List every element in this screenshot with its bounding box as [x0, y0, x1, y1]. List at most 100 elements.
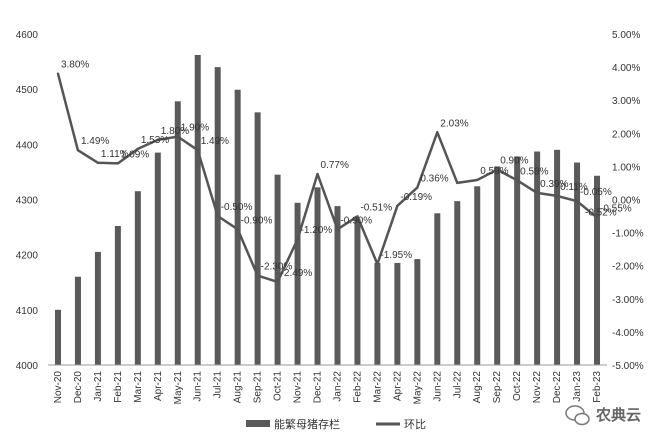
x-tick-label: Mar-22 [372, 371, 383, 403]
right-tick-label: 2.00% [612, 129, 640, 140]
x-tick-label: Jun-22 [432, 371, 443, 402]
bar [54, 309, 61, 365]
x-tick-label: Apr-21 [153, 371, 164, 401]
line-path [56, 73, 598, 284]
legend-label-bar: 能繁母猪存栏 [274, 417, 340, 431]
x-tick-label: Jan-21 [93, 371, 104, 402]
left-tick-label: 4100 [16, 306, 39, 317]
x-tick-label: Aug-22 [472, 371, 483, 404]
bar [134, 191, 141, 365]
x-tick-label: Nov-22 [532, 371, 543, 404]
x-tick-label: Aug-21 [233, 371, 244, 404]
line-point [96, 161, 100, 164]
bar [174, 101, 181, 365]
data-label: -0.90% [241, 215, 273, 226]
x-tick-label: Mar-21 [133, 371, 144, 403]
x-axis: Nov-20 Dec-20 Jan-21 Feb-21 Mar-21 Apr-21 May-… [48, 364, 607, 405]
wechat-icon [565, 405, 590, 426]
x-tick-label: Jan-23 [572, 371, 583, 402]
line-point [176, 135, 179, 138]
x-tick-label: Oct-22 [512, 371, 523, 401]
data-label: -0.90% [340, 215, 372, 226]
x-tick-label: Jan-22 [332, 371, 343, 402]
left-tick-label: 4200 [16, 251, 39, 262]
line-point [56, 72, 60, 75]
x-tick-label: Apr-22 [392, 371, 403, 401]
bar [454, 201, 461, 365]
bar [294, 202, 301, 365]
bar [254, 112, 261, 365]
line-point [535, 191, 539, 195]
line-point [136, 147, 140, 151]
line-point [236, 228, 239, 231]
legend: 能繁母猪存栏 环比 [246, 417, 426, 431]
line-point [296, 238, 299, 241]
bar [194, 54, 201, 366]
line-series [56, 72, 599, 284]
bar [154, 152, 161, 365]
right-tick-label: -3.00% [612, 295, 644, 306]
line-point [575, 199, 579, 203]
line-point [276, 280, 279, 284]
bar [574, 162, 581, 365]
right-tick-label: -4.00% [612, 328, 644, 339]
line-point [495, 168, 499, 171]
x-tick-label: Sep-22 [492, 371, 503, 404]
x-tick-label: Nov-21 [293, 371, 304, 404]
data-label: 0.58% [520, 166, 548, 177]
left-tick-label: 4400 [16, 140, 39, 151]
line-point [515, 179, 519, 182]
data-label: -1.95% [380, 250, 412, 261]
data-label: 1.49% [81, 136, 109, 147]
bar [234, 89, 241, 366]
data-label: 0.11% [560, 182, 588, 193]
data-label: -2.30% [261, 262, 293, 273]
line-point [376, 262, 379, 266]
line-point [316, 172, 319, 176]
x-tick-label: Feb-21 [113, 371, 124, 403]
bar [414, 259, 421, 365]
x-tick-label: Feb-22 [352, 371, 363, 403]
x-tick-label: Nov-20 [53, 371, 64, 404]
x-tick-label: Oct-21 [273, 371, 284, 401]
x-tick-label: May-22 [412, 371, 423, 405]
bar [494, 166, 501, 365]
data-label: -2.49% [281, 268, 313, 279]
line-point [595, 216, 599, 219]
left-axis: 4000 4100 4200 4300 4400 4500 4600 [16, 30, 39, 372]
data-label: 1.90% [181, 123, 209, 134]
bar [474, 186, 481, 365]
left-tick-label: 4500 [16, 85, 39, 96]
data-label: 1.09% [121, 149, 149, 160]
data-label: -0.51% [360, 202, 392, 213]
data-label: -0.52% [585, 208, 617, 219]
x-tick-label: Dec-20 [73, 371, 84, 404]
bar [94, 251, 101, 365]
bar [394, 262, 401, 365]
right-tick-label: 3.00% [612, 96, 640, 107]
bar [114, 225, 121, 365]
line-point [396, 204, 399, 207]
data-label: -0.19% [400, 192, 432, 203]
x-tick-label: Jul-22 [452, 371, 463, 399]
bar [354, 218, 361, 365]
data-label: 1.53% [141, 135, 169, 146]
data-label: 2.03% [440, 118, 468, 129]
data-label: 0.90% [500, 156, 528, 167]
left-tick-label: 4000 [16, 361, 39, 372]
x-tick-label: Dec-22 [552, 371, 563, 404]
x-tick-label: May-21 [173, 371, 184, 405]
line-point [416, 186, 419, 189]
data-label: 0.36% [420, 174, 448, 185]
line-point [336, 228, 339, 231]
right-tick-label: 5.00% [612, 30, 640, 41]
watermark: 农典云 [565, 405, 641, 426]
bar [274, 174, 281, 365]
data-label: -0.55% [600, 204, 632, 215]
bar [434, 213, 441, 365]
bar [594, 175, 601, 365]
bar [374, 262, 381, 365]
watermark-text: 农典云 [595, 406, 641, 424]
data-label: 0.39% [540, 179, 568, 190]
